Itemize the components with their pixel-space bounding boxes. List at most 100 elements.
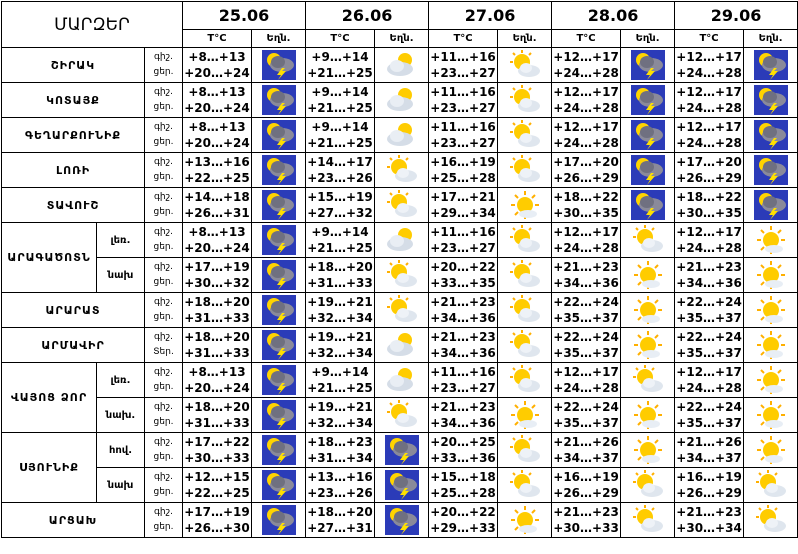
period-label: ցեր. — [153, 242, 174, 252]
temp-range: +8…+13 — [188, 85, 246, 99]
temperature: +21…+26 +34…+37 — [551, 432, 622, 468]
region-row: ՏԱՎՈՒՇ գիշ. ցեր. +14…+18 +26…+31 +15…+19 +27…+… — [1, 187, 798, 223]
weather-icon — [509, 435, 540, 462]
temp-range: +30…+35 — [676, 206, 742, 220]
temp-range: +26…+29 — [553, 486, 619, 500]
temp-range: +27…+32 — [307, 206, 373, 220]
temp-range: +21…+23 — [430, 400, 496, 414]
weather-cell — [374, 152, 430, 188]
weather-icon — [261, 260, 296, 290]
period-label: գիշ. — [154, 332, 173, 342]
temp-range: +23…+26 — [307, 171, 373, 185]
temperature: +20…+25 +33…+36 — [428, 432, 499, 468]
temp-range: +13…+16 — [184, 155, 250, 169]
weather-cell — [620, 502, 676, 538]
period-label: գիշ. — [154, 367, 173, 377]
weather-cell — [743, 47, 798, 83]
temp-range: +30…+33 — [553, 521, 619, 535]
temperature: +17…+19 +30…+32 — [182, 257, 252, 293]
temperature: +22…+24 +35…+37 — [674, 292, 745, 328]
weather-cell — [374, 432, 430, 468]
weather-cell — [620, 82, 676, 118]
weather-cell — [250, 82, 307, 118]
subregion: նախ. — [96, 397, 145, 433]
region-row: նախ գիշ. ցեր. +12…+15 +22…+25 +13…+16 +23…+26 +… — [2, 467, 798, 503]
weather-icon — [756, 436, 785, 464]
weather-label: Եղն. — [250, 29, 307, 48]
weather-icon — [384, 470, 419, 500]
temp-range: +17…+20 — [553, 155, 619, 169]
weather-icon — [386, 88, 413, 111]
temp-range: +34…+36 — [430, 416, 496, 430]
period-label: գիշ. — [154, 262, 173, 272]
subregion: հով. — [96, 432, 145, 468]
temp-range: +21…+25 — [307, 101, 373, 115]
weather-cell — [250, 222, 307, 258]
weather-cell — [374, 47, 430, 83]
weather-icon — [756, 296, 785, 324]
temperature: +21…+23 +34…+36 — [674, 257, 745, 293]
temperature: +12…+15 +22…+25 — [182, 467, 252, 503]
period-labels: գիշ. ցեր. — [144, 47, 183, 83]
temperature: +8…+13 +20…+24 — [182, 222, 252, 258]
weather-icon — [753, 155, 788, 185]
temp-range: +30…+32 — [184, 276, 250, 290]
temp-range: +9…+14 — [311, 225, 369, 239]
weather-cell — [250, 362, 307, 398]
temp-range: +34…+36 — [430, 346, 496, 360]
weather-icon — [753, 190, 788, 220]
region-name: ԱՐՑԱԽ — [1, 502, 145, 538]
weather-icon — [261, 225, 296, 255]
temp-range: +12…+17 — [676, 225, 742, 239]
temperature: +18…+23 +31…+34 — [305, 432, 376, 468]
temperature: +14…+17 +23…+26 — [305, 152, 376, 188]
temp-range: +11…+16 — [430, 120, 496, 134]
temp-range: +18…+20 — [184, 295, 250, 309]
period-label: ցեր. — [153, 312, 174, 322]
temperature: +15…+19 +27…+32 — [305, 187, 376, 223]
temp-label: T°C — [182, 29, 252, 48]
weather-cell — [620, 432, 676, 468]
temp-range: +34…+37 — [553, 451, 619, 465]
subregion: լեռ. — [96, 362, 145, 398]
weather-icon — [386, 228, 413, 251]
temp-range: +20…+24 — [184, 241, 250, 255]
temperature: +12…+17 +24…+28 — [551, 222, 622, 258]
region-name: ՇԻՐԱԿ — [1, 47, 145, 83]
temp-range: +32…+34 — [307, 311, 373, 325]
weather-cell — [250, 47, 307, 83]
region-row: ԱՐԱԳԱԾՈՏՆ լեռ. գիշ. ցեր. +8…+13 +20…+24 +9…+14… — [1, 222, 798, 293]
temperature: +20…+22 +33…+35 — [428, 257, 499, 293]
temp-range: +23…+27 — [430, 381, 496, 395]
temp-range: +24…+28 — [553, 136, 619, 150]
region-row: ՎԱՅՈՑ ՁՈՐ լեռ. գիշ. ցեր. +8…+13 +20…+24 +9…+14… — [1, 362, 798, 433]
weather-cell — [743, 187, 798, 223]
temperature: +8…+13 +20…+24 — [182, 362, 252, 398]
temperature: +18…+20 +31…+33 — [182, 327, 252, 363]
weather-icon — [630, 190, 665, 220]
weather-icon — [261, 120, 296, 150]
temp-range: +26…+29 — [553, 171, 619, 185]
region-row: ՇԻՐԱԿ գիշ. ցեր. +8…+13 +20…+24 +9…+14 +21…+25 +… — [1, 47, 798, 83]
temp-range: +20…+24 — [184, 66, 250, 80]
temp-range: +18…+20 — [184, 330, 250, 344]
weather-icon — [386, 123, 413, 146]
weather-cell — [743, 222, 798, 258]
temp-range: +31…+34 — [307, 451, 373, 465]
temp-range: +24…+28 — [553, 66, 619, 80]
weather-icon — [755, 505, 786, 532]
temperature: +9…+14 +21…+25 — [305, 117, 376, 153]
temp-range: +22…+24 — [676, 400, 742, 414]
temp-range: +11…+16 — [430, 365, 496, 379]
weather-icon — [509, 260, 540, 287]
region-name: ԳԵՂԱՐՔՈՒՆԻՔ — [1, 117, 145, 153]
period-label: գիշ. — [154, 437, 173, 447]
weather-icon — [261, 85, 296, 115]
temperature: +21…+23 +34…+36 — [428, 397, 499, 433]
period-label: ցեր. — [153, 277, 174, 287]
temperature: +12…+17 +24…+28 — [551, 117, 622, 153]
temperature: +11…+16 +23…+27 — [428, 82, 499, 118]
weather-cell — [250, 502, 307, 538]
region-row: ԱՐՄԱՎԻՐ գիշ. Տեր. +18…+20 +31…+33 +19…+21 +32…… — [1, 327, 798, 363]
temp-range: +29…+34 — [430, 206, 496, 220]
